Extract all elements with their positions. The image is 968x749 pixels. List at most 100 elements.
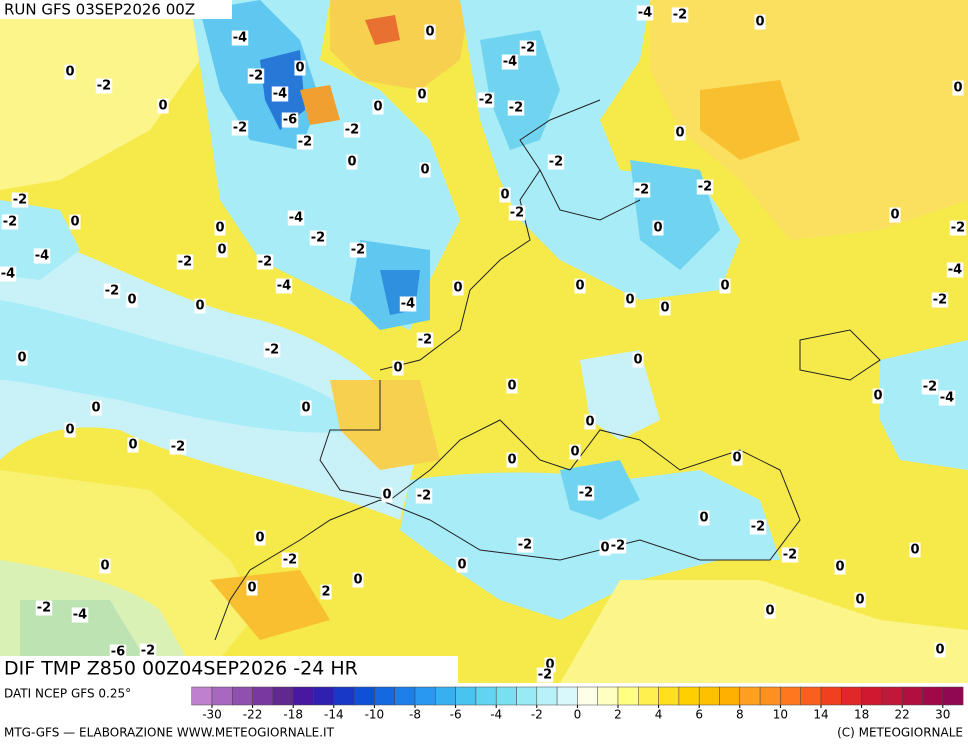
contour-label: -2: [141, 644, 155, 659]
contour-label: -6: [283, 113, 297, 128]
contour-label-bg: [11, 192, 29, 208]
contour-label-bg: [90, 400, 102, 416]
contour-label: -2: [283, 553, 297, 568]
contour-label: -4: [277, 279, 291, 294]
contour-label: 0: [217, 243, 226, 258]
contour-label: 2: [321, 585, 330, 600]
contour-label-bg: [477, 92, 495, 108]
contour-label: -2: [635, 183, 649, 198]
contour-label: 0: [765, 604, 774, 619]
caption-box: [0, 656, 458, 683]
tick-label: 10: [773, 708, 788, 722]
tick-label: -22: [243, 708, 263, 722]
tick-label: 30: [935, 708, 950, 722]
contour-label-bg: [343, 122, 361, 138]
contour-label: -2: [518, 538, 532, 553]
contour-label-bg: [659, 300, 671, 316]
contour-label-bg: [157, 98, 169, 114]
contour-label-bg: [749, 519, 767, 535]
contour-label: -2: [249, 69, 263, 84]
tick-label: 6: [695, 708, 703, 722]
color-box: [719, 686, 741, 706]
contour-label: -2: [3, 215, 17, 230]
contour-label: -2: [933, 293, 947, 308]
contour-label: -2: [783, 548, 797, 563]
contour-label: -2: [178, 255, 192, 270]
contour-label: -2: [345, 123, 359, 138]
contour-label-bg: [889, 207, 901, 223]
contour-label: -4: [273, 87, 287, 102]
contour-label: -4: [401, 297, 415, 312]
contour-label-bg: [352, 572, 364, 588]
contour-label: -2: [298, 135, 312, 150]
contour-label-bg: [872, 388, 884, 404]
contour-label: 0: [127, 293, 136, 308]
contour-label: 0: [675, 126, 684, 141]
contour-label: 0: [545, 658, 554, 673]
contour-label: 0: [393, 361, 402, 376]
contour-label-bg: [416, 332, 434, 348]
contour-label-bg: [934, 642, 946, 658]
contour-label: -2: [479, 93, 493, 108]
contour-label-bg: [698, 510, 710, 526]
contour-label: 0: [653, 221, 662, 236]
contour-label-bg: [263, 342, 281, 358]
contour-label: -2: [538, 668, 552, 683]
contour-label-bg: [127, 437, 139, 453]
tick-label: -18: [283, 708, 303, 722]
contour-label: -4: [503, 55, 517, 70]
contour-label: -2: [579, 486, 593, 501]
contour-label: 0: [507, 453, 516, 468]
contour-label-bg: [214, 220, 226, 236]
contour-label-bg: [95, 78, 113, 94]
contour-label: 0: [575, 279, 584, 294]
color-box: [435, 686, 456, 706]
contour-label: 0: [660, 301, 669, 316]
contour-label: 0: [600, 541, 609, 556]
contour-label: 0: [158, 99, 167, 114]
contour-label: -4: [289, 211, 303, 226]
contour-label-bg: [99, 558, 111, 574]
color-box: [780, 686, 801, 706]
color-box: [820, 686, 842, 706]
contour-label: -2: [521, 41, 535, 56]
color-box: [617, 686, 639, 706]
contour-label-bg: [671, 7, 689, 23]
color-box: [292, 686, 314, 706]
contour-label: -4: [940, 391, 954, 406]
contour-label: -2: [37, 601, 51, 616]
tick-label: 18: [854, 708, 869, 722]
contour-label-bg: [416, 87, 428, 103]
contour-label: -2: [951, 221, 965, 236]
color-box: [394, 686, 416, 706]
tick-label: -6: [450, 708, 462, 722]
contour-label: 0: [732, 451, 741, 466]
contour-label-bg: [346, 154, 358, 170]
contour-label: -2: [105, 284, 119, 299]
tick-label: -14: [324, 708, 344, 722]
contour-label: 0: [633, 353, 642, 368]
contour-label: 0: [873, 389, 882, 404]
contour-label: 0: [353, 573, 362, 588]
contour-label-bg: [71, 607, 89, 623]
contour-label: -2: [923, 380, 937, 395]
contour-label: -2: [611, 539, 625, 554]
contour-label: 0: [255, 531, 264, 546]
contour-label-bg: [392, 360, 404, 376]
contour-label-bg: [419, 162, 431, 178]
color-box: [861, 686, 883, 706]
color-box: [536, 686, 558, 706]
contour-label: 0: [935, 643, 944, 658]
contour-label-bg: [506, 452, 518, 468]
contour-label: 0: [425, 25, 434, 40]
contour-label-bg: [33, 248, 51, 264]
contour-label: 0: [17, 351, 26, 366]
contour-label-bg: [781, 547, 799, 563]
tick-label: -4: [490, 708, 502, 722]
contour-label-bg: [632, 352, 644, 368]
contour-label: -2: [351, 243, 365, 258]
contour-label: -2: [258, 255, 272, 270]
contour-label-bg: [949, 220, 967, 236]
contour-label: -2: [13, 193, 27, 208]
